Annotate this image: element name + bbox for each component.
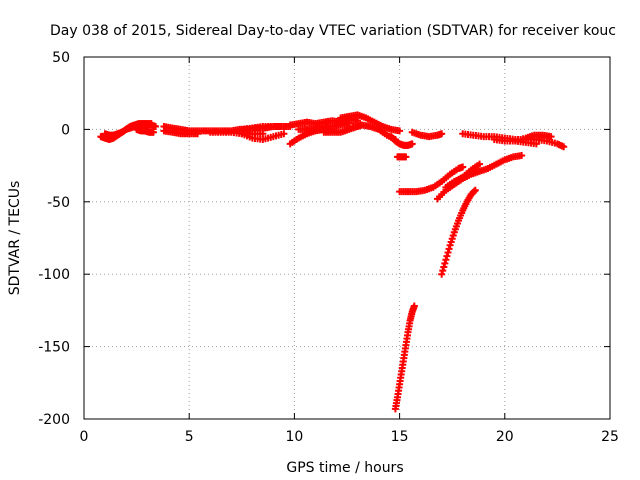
data-point	[438, 270, 446, 278]
series-arc-22	[442, 160, 484, 191]
data-point	[443, 252, 451, 260]
data-point	[194, 130, 202, 138]
x-tick-label: 20	[496, 429, 514, 445]
y-tick-label: -200	[38, 412, 70, 428]
series-arc-11	[295, 120, 353, 133]
y-axis-title: SDTVAR / TECUs	[7, 181, 23, 296]
data-point	[402, 153, 410, 161]
data-point	[470, 187, 478, 195]
series-arc-15	[387, 133, 416, 149]
series-arc-16	[393, 153, 410, 161]
data-point	[445, 245, 453, 253]
data-point	[459, 163, 467, 171]
series-arc-24	[490, 131, 555, 145]
y-tick-label: 50	[52, 50, 70, 66]
data-point	[439, 267, 447, 275]
grid-lines	[84, 57, 610, 419]
data-point	[152, 123, 160, 131]
data-points	[97, 111, 568, 413]
data-point	[280, 123, 288, 131]
data-point	[532, 140, 540, 148]
y-tick-label: -100	[38, 267, 70, 283]
plot-frame	[83, 56, 611, 420]
series-arc-5	[160, 127, 202, 138]
data-point	[396, 127, 404, 135]
data-point	[149, 128, 157, 136]
x-tick-label: 10	[285, 429, 303, 445]
data-point	[444, 248, 452, 256]
data-point	[442, 256, 450, 264]
axis-ticks: 0 5 10 15 20 25 50 0 -50 -100 -150 -200	[38, 50, 619, 445]
x-axis-title: GPS time / hours	[286, 460, 403, 476]
y-tick-label: -50	[47, 195, 70, 211]
chart-title: Day 038 of 2015, Sidereal Day-to-day VTE…	[50, 23, 616, 39]
series-arc-20	[438, 186, 479, 278]
series-arc-7	[238, 130, 288, 144]
data-point	[440, 263, 448, 271]
data-point	[441, 259, 449, 267]
series-arc-25	[511, 137, 540, 148]
x-tick-label: 0	[80, 429, 89, 445]
data-point	[518, 151, 526, 159]
data-point	[408, 140, 416, 148]
data-point	[471, 186, 479, 194]
x-tick-label: 5	[185, 429, 194, 445]
series-arc-3	[133, 125, 157, 136]
series-arc-19	[391, 302, 418, 413]
series-arc-18	[396, 163, 467, 196]
data-point	[280, 130, 288, 138]
data-point	[547, 133, 555, 141]
data-point	[476, 160, 484, 168]
data-point	[410, 302, 418, 310]
series-arc-8	[238, 123, 288, 133]
data-point	[438, 130, 446, 138]
x-tick-label: 25	[601, 429, 619, 445]
y-tick-label: 0	[61, 122, 70, 138]
x-tick-label: 15	[391, 429, 409, 445]
y-tick-label: -150	[38, 340, 70, 356]
series-arc-17	[408, 128, 446, 141]
data-point	[560, 143, 568, 151]
series-arc-2	[101, 121, 160, 139]
